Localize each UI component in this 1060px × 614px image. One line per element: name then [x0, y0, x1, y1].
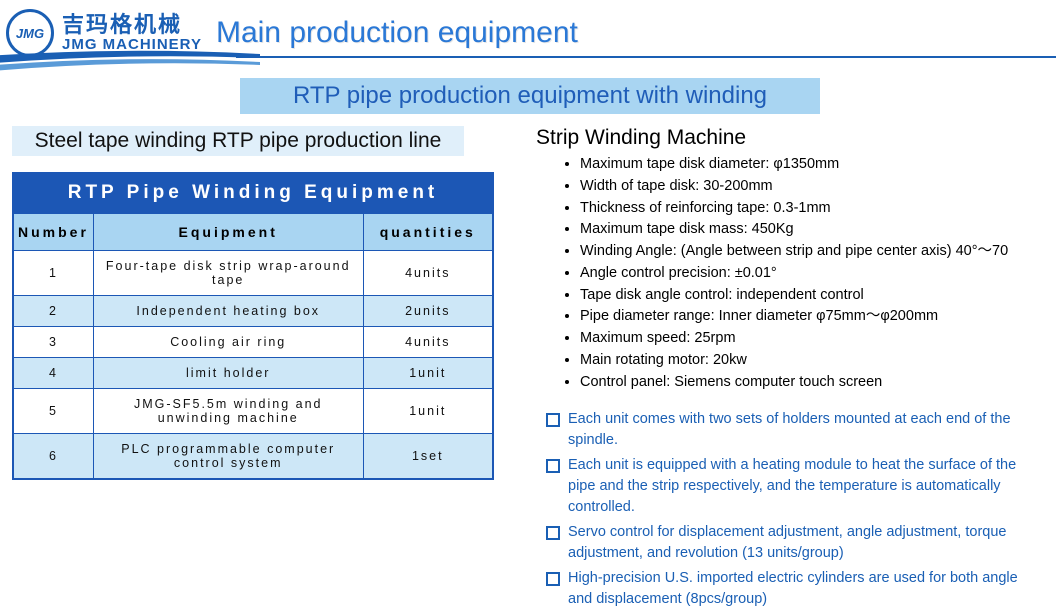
table-row: 5JMG-SF5.5m winding and unwinding machin… [13, 389, 493, 434]
spec-item: Maximum tape disk mass: 450Kg [580, 219, 1042, 241]
feature-item: High-precision U.S. imported electric cy… [546, 568, 1042, 610]
table-cell: 1unit [363, 358, 493, 389]
table-row: 6PLC programmable computer control syste… [13, 434, 493, 480]
spec-item: Control panel: Siemens computer touch sc… [580, 372, 1042, 394]
swoosh-decoration [0, 50, 260, 80]
table-cell: 2 [13, 296, 93, 327]
table-header: Equipment [93, 213, 363, 251]
table-cell: 6 [13, 434, 93, 480]
table-cell: Cooling air ring [93, 327, 363, 358]
subtitle-bar: RTP pipe production equipment with windi… [240, 78, 820, 114]
table-cell: Independent heating box [93, 296, 363, 327]
table-cell: JMG-SF5.5m winding and unwinding machine [93, 389, 363, 434]
table-cell: 1set [363, 434, 493, 480]
table-row: 2Independent heating box2units [13, 296, 493, 327]
feature-item: Servo control for displacement adjustmen… [546, 522, 1042, 564]
feature-list: Each unit comes with two sets of holders… [532, 409, 1042, 610]
table-cell: 4units [363, 327, 493, 358]
left-column: Steel tape winding RTP pipe production l… [12, 126, 502, 614]
spec-item: Maximum tape disk diameter: φ1350mm [580, 154, 1042, 176]
table-cell: 1unit [363, 389, 493, 434]
spec-list: Maximum tape disk diameter: φ1350mmWidth… [532, 154, 1042, 393]
spec-item: Angle control precision: ±0.01° [580, 263, 1042, 285]
equipment-table: RTP Pipe Winding Equipment NumberEquipme… [12, 172, 494, 480]
table-cell: 2units [363, 296, 493, 327]
logo-cn: 吉玛格机械 [62, 13, 202, 37]
subtitle: RTP pipe production equipment with windi… [293, 82, 767, 109]
table-row: 3Cooling air ring4units [13, 327, 493, 358]
left-heading: Steel tape winding RTP pipe production l… [12, 126, 464, 156]
spec-item: Tape disk angle control: independent con… [580, 285, 1042, 307]
spec-item: Pipe diameter range: Inner diameter φ75m… [580, 306, 1042, 328]
table-header: Number [13, 213, 93, 251]
page-title: Main production equipment [216, 16, 578, 50]
spec-item: Maximum speed: 25rpm [580, 328, 1042, 350]
table-row: 1Four-tape disk strip wrap-around tape4u… [13, 251, 493, 296]
table-cell: 5 [13, 389, 93, 434]
content: Steel tape winding RTP pipe production l… [0, 114, 1060, 614]
right-heading: Strip Winding Machine [536, 126, 1042, 150]
table-cell: 3 [13, 327, 93, 358]
table-caption: RTP Pipe Winding Equipment [12, 172, 494, 212]
table-cell: 4units [363, 251, 493, 296]
table-cell: Four-tape disk strip wrap-around tape [93, 251, 363, 296]
feature-item: Each unit comes with two sets of holders… [546, 409, 1042, 451]
table-row: 4limit holder1unit [13, 358, 493, 389]
logo-text: 吉玛格机械 JMG MACHINERY [62, 13, 202, 54]
table-cell: PLC programmable computer control system [93, 434, 363, 480]
table-cell: limit holder [93, 358, 363, 389]
right-column: Strip Winding Machine Maximum tape disk … [532, 126, 1042, 614]
feature-item: Each unit is equipped with a heating mod… [546, 455, 1042, 518]
table-cell: 1 [13, 251, 93, 296]
spec-item: Main rotating motor: 20kw [580, 350, 1042, 372]
spec-item: Width of tape disk: 30-200mm [580, 176, 1042, 198]
logo-abbr: JMG [16, 26, 44, 41]
title-underline [236, 56, 1056, 58]
spec-item: Winding Angle: (Angle between strip and … [580, 241, 1042, 263]
table-header: quantities [363, 213, 493, 251]
table-cell: 4 [13, 358, 93, 389]
spec-item: Thickness of reinforcing tape: 0.3-1mm [580, 198, 1042, 220]
